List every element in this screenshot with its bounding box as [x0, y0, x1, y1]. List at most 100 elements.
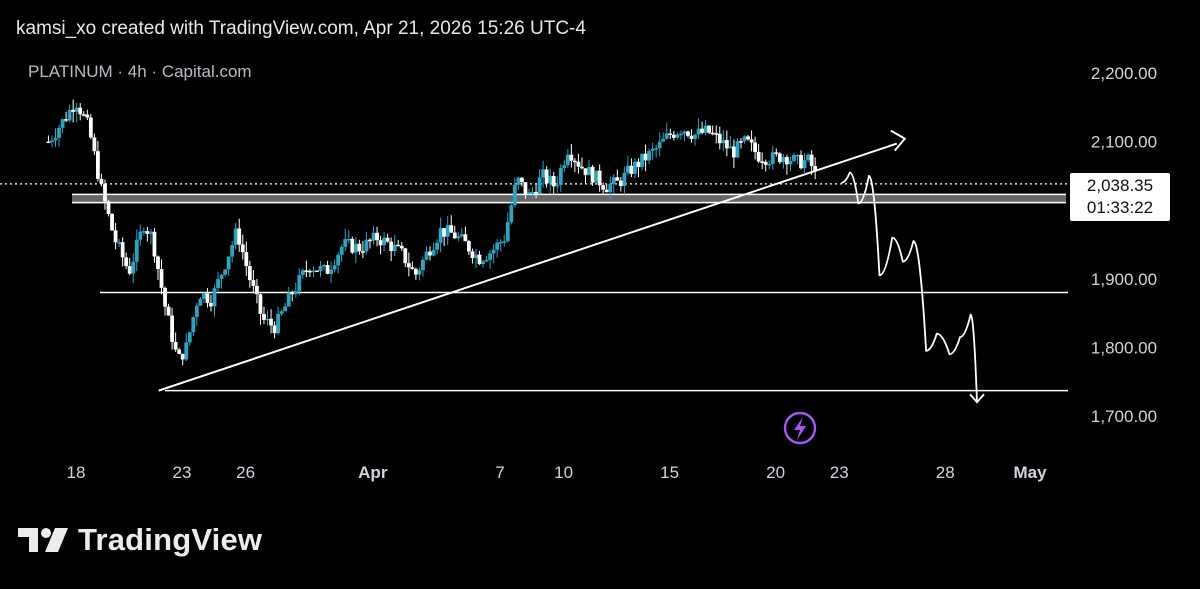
x-tick-label: 10 [554, 463, 573, 482]
candle [467, 239, 471, 255]
candle [523, 182, 528, 199]
candle [96, 141, 100, 182]
candle [209, 294, 213, 312]
candle [710, 125, 715, 136]
x-tick-label: 28 [936, 463, 955, 482]
ascending-trendline[interactable] [158, 142, 898, 392]
candle [50, 135, 54, 148]
candle [332, 259, 337, 273]
tradingview-logo-icon [18, 528, 68, 552]
candle [679, 130, 683, 140]
candle [145, 226, 150, 242]
candle [689, 129, 694, 143]
candle [707, 124, 712, 135]
candle [739, 138, 743, 149]
candle [544, 166, 549, 188]
candle [721, 130, 726, 152]
candle [424, 246, 429, 261]
candle [661, 132, 666, 143]
candle [555, 176, 560, 193]
candle [141, 227, 146, 236]
candle [329, 261, 334, 284]
candle [615, 169, 620, 181]
candle [353, 237, 358, 264]
candle [308, 269, 312, 277]
candle [749, 130, 754, 152]
candle [315, 270, 319, 273]
candle [223, 268, 228, 277]
candle [587, 159, 591, 176]
candle [608, 176, 613, 200]
candle [336, 252, 341, 274]
candle [272, 321, 277, 339]
candle [498, 239, 503, 252]
candle [392, 234, 397, 256]
candle [110, 213, 114, 231]
brand-name: TradingView [78, 522, 263, 557]
candle [92, 133, 97, 156]
candle [576, 153, 581, 174]
candle [237, 218, 242, 252]
candle [643, 144, 648, 172]
current-price-label: 2,038.35 01:33:22 [1070, 173, 1170, 221]
projected-price-path[interactable] [841, 171, 978, 403]
candle [269, 309, 273, 334]
candle [675, 132, 680, 140]
candle [202, 292, 206, 304]
support-zone-band[interactable] [72, 194, 1066, 203]
candle [375, 226, 379, 247]
candles-layer [46, 99, 818, 366]
candle [138, 224, 143, 246]
price-axis[interactable]: 2,200.00 2,100.00 1,900.00 1,800.00 1,700.00 [1091, 64, 1157, 426]
candle [198, 296, 203, 306]
candle [714, 125, 719, 144]
candle [449, 215, 454, 233]
candle [71, 99, 76, 123]
x-tick-label: Apr [358, 463, 388, 482]
candle [597, 164, 602, 192]
candle [382, 231, 387, 252]
x-tick-label: May [1013, 463, 1047, 482]
candle [760, 152, 765, 170]
candle [626, 155, 630, 176]
candle [357, 239, 362, 255]
candle [230, 240, 235, 263]
candle [622, 166, 627, 195]
candle [763, 159, 768, 172]
candle [410, 261, 415, 270]
x-tick-label: 23 [173, 463, 192, 482]
candle [456, 232, 461, 242]
candle [187, 331, 192, 346]
candle [339, 244, 344, 262]
candle [389, 237, 394, 262]
candle [322, 263, 326, 271]
candle [368, 238, 372, 249]
lightning-icon[interactable] [783, 411, 817, 445]
candle [565, 148, 570, 168]
candle [686, 130, 690, 138]
candle [240, 234, 245, 260]
candle [809, 150, 814, 175]
candle [156, 255, 160, 280]
candle [558, 164, 563, 192]
candle [657, 132, 662, 157]
tradingview-brand[interactable]: TradingView [18, 522, 262, 558]
candle [463, 226, 468, 242]
time-axis[interactable]: 18 23 26 Apr 7 10 15 20 23 28 May [67, 463, 1048, 482]
candle [601, 182, 606, 195]
candle [767, 160, 772, 170]
candle [573, 158, 577, 173]
candle [799, 150, 803, 170]
x-tick-label: 26 [236, 463, 255, 482]
candle [594, 170, 599, 183]
candle [445, 215, 450, 245]
candle [226, 256, 231, 277]
candle [732, 139, 736, 169]
candle [417, 267, 422, 281]
candle [636, 158, 641, 178]
candle [806, 152, 811, 163]
candle [435, 239, 440, 255]
x-tick-label: 7 [495, 463, 504, 482]
candle [152, 227, 157, 263]
